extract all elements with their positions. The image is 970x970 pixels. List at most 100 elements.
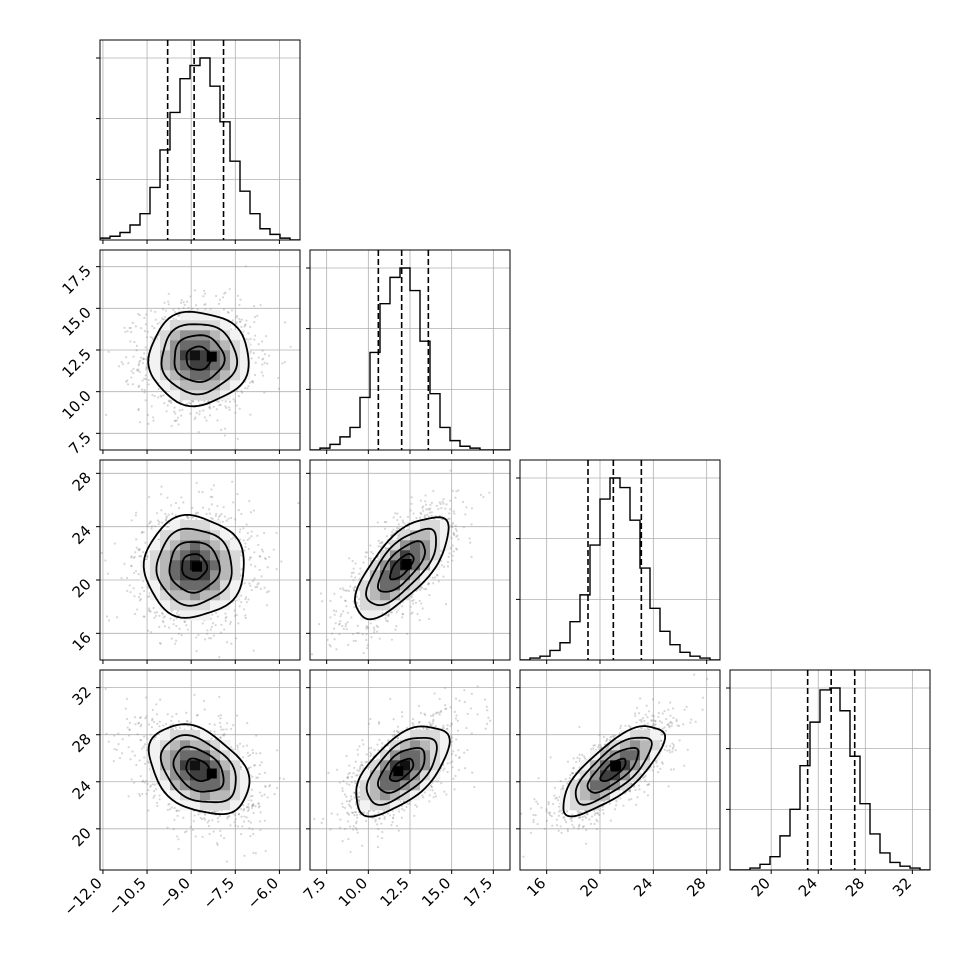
scatter-point xyxy=(137,407,140,411)
density-cell xyxy=(420,540,431,551)
scatter-point xyxy=(243,325,246,328)
scatter-point xyxy=(342,627,345,631)
scatter-point xyxy=(178,409,181,412)
scatter-point xyxy=(427,582,430,585)
scatter-point xyxy=(232,536,235,539)
scatter-point xyxy=(412,599,415,602)
scatter-point xyxy=(352,567,355,570)
scatter-point xyxy=(421,586,424,590)
scatter-point xyxy=(261,550,265,553)
scatter-point xyxy=(219,403,222,406)
scatter-point xyxy=(151,325,154,328)
density-cell xyxy=(230,580,241,591)
scatter-point xyxy=(321,600,324,603)
density-cell xyxy=(410,520,421,531)
scatter-point xyxy=(385,547,388,550)
scatter-point xyxy=(249,337,252,340)
density-cell xyxy=(190,530,201,541)
scatter-point xyxy=(454,527,457,531)
scatter-point xyxy=(158,520,161,523)
contour-level-0 xyxy=(389,552,415,581)
scatter-point xyxy=(249,413,252,416)
scatter-point xyxy=(437,580,441,583)
scatter-point xyxy=(238,530,241,534)
density-cell xyxy=(410,530,421,541)
scatter-point xyxy=(146,760,150,763)
scatter-point xyxy=(123,562,126,566)
scatter-point xyxy=(157,387,160,391)
scatter-point xyxy=(142,358,145,361)
scatter-point xyxy=(351,632,355,636)
scatter-point xyxy=(203,638,207,641)
scatter-point xyxy=(174,311,177,314)
density-cell xyxy=(180,590,191,601)
scatter-point xyxy=(352,579,355,582)
scatter-point xyxy=(157,523,160,526)
scatter-point xyxy=(429,507,432,510)
scatter-point xyxy=(380,541,383,545)
scatter-point xyxy=(178,314,181,317)
scatter-point xyxy=(455,529,458,532)
scatter-point xyxy=(186,720,189,723)
density-cell xyxy=(400,580,411,591)
scatter-point xyxy=(365,551,369,554)
scatter-point xyxy=(277,387,280,390)
scatter-point xyxy=(137,595,141,599)
contour-level-2 xyxy=(155,527,233,607)
scatter-point xyxy=(375,630,379,633)
scatter-point xyxy=(143,352,146,355)
density-cell xyxy=(210,330,221,341)
scatter-point xyxy=(248,558,251,561)
contour-level-2 xyxy=(160,323,239,396)
scatter-point xyxy=(439,502,442,506)
scatter-point xyxy=(470,507,474,510)
scatter-point xyxy=(167,300,170,303)
scatter-point xyxy=(338,622,341,625)
scatter-point xyxy=(263,361,266,364)
scatter-point xyxy=(441,564,444,567)
density-cell xyxy=(230,330,241,341)
density-cell xyxy=(210,390,221,401)
density-peak-cell xyxy=(192,561,203,572)
scatter-point xyxy=(213,733,217,736)
scatter-point xyxy=(225,519,228,522)
density-cell xyxy=(180,560,191,571)
scatter-point xyxy=(247,767,250,770)
scatter-point xyxy=(423,588,426,591)
scatter-point xyxy=(244,614,247,617)
scatter-point xyxy=(242,527,245,530)
scatter-point xyxy=(137,549,141,552)
scatter-point xyxy=(141,586,144,589)
scatter-point xyxy=(153,326,156,330)
scatter-point xyxy=(163,625,166,628)
scatter-point xyxy=(196,511,200,514)
scatter-point xyxy=(168,808,172,811)
scatter-point xyxy=(425,588,428,591)
scatter-point xyxy=(428,511,431,514)
scatter-point xyxy=(167,626,171,629)
scatter-point xyxy=(163,301,166,304)
density-cell xyxy=(200,540,211,551)
scatter-point xyxy=(333,638,336,641)
scatter-point xyxy=(133,340,136,344)
scatter-point xyxy=(280,560,283,563)
scatter-point xyxy=(132,571,136,575)
scatter-point xyxy=(220,512,223,516)
density-cell xyxy=(180,370,191,381)
scatter-point xyxy=(242,539,245,542)
scatter-point xyxy=(130,330,133,334)
scatter-point xyxy=(354,562,357,565)
density-cell xyxy=(370,610,381,621)
scatter-point xyxy=(412,512,415,515)
scatter-point xyxy=(107,619,111,622)
scatter-point xyxy=(207,508,211,511)
scatter-point xyxy=(383,527,387,530)
scatter-point xyxy=(401,616,404,619)
scatter-point xyxy=(161,521,164,524)
scatter-point xyxy=(421,506,424,509)
scatter-point xyxy=(341,587,344,590)
scatter-point xyxy=(211,613,214,616)
scatter-point xyxy=(351,559,354,563)
scatter-point xyxy=(235,404,238,407)
scatter-point xyxy=(100,551,104,555)
